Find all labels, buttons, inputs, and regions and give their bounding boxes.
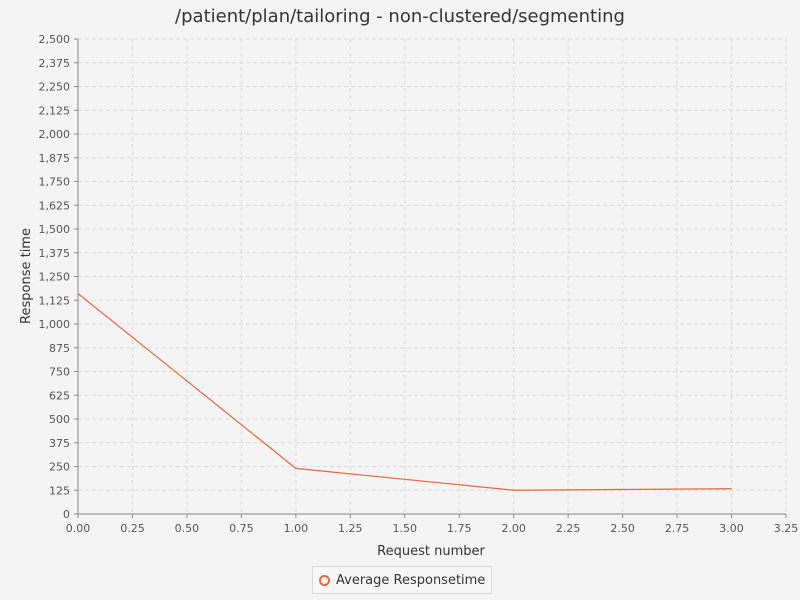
y-tick-label: 1,375 [39, 247, 71, 260]
x-tick-label: 2.50 [610, 522, 635, 535]
y-tick-label: 1,875 [39, 152, 71, 165]
x-tick-label: 3.00 [719, 522, 744, 535]
y-tick-label: 2,500 [39, 33, 71, 46]
y-tick-label: 750 [49, 366, 70, 379]
x-tick-label: 0.50 [175, 522, 200, 535]
y-tick-label: 125 [49, 484, 70, 497]
y-tick-label: 875 [49, 342, 70, 355]
y-tick-label: 0 [63, 508, 70, 521]
x-tick-label: 1.00 [284, 522, 309, 535]
legend-label: Average Responsetime [336, 572, 486, 588]
legend-marker-icon [319, 574, 330, 586]
x-tick-label: 1.25 [338, 522, 363, 535]
x-axis-title: Request number [377, 544, 485, 559]
y-tick-label: 2,375 [39, 57, 71, 70]
x-tick-label: 2.25 [556, 522, 581, 535]
y-tick-labels: 0 125 250 375 500 625 750 875 1,000 1,125 1,250 1,3… [39, 33, 71, 521]
y-axis-title: Response time [19, 228, 34, 324]
y-tick-label: 1,750 [39, 176, 71, 189]
axes [74, 38, 787, 518]
y-tick-label: 1,000 [39, 318, 71, 331]
y-tick-label: 1,625 [39, 199, 71, 212]
y-tick-label: 2,000 [39, 128, 71, 141]
series-lines [77, 293, 732, 491]
chart-title: /patient/plan/tailoring - non-clustered/… [175, 6, 625, 27]
y-tick-label: 375 [49, 437, 70, 450]
legend: Average Responsetime [312, 566, 493, 594]
x-tick-label: 1.50 [393, 522, 418, 535]
x-tick-label: 1.75 [447, 522, 472, 535]
x-tick-label: 0.25 [120, 522, 145, 535]
x-tick-label: 0.00 [66, 522, 91, 535]
y-tick-label: 1,125 [39, 294, 71, 307]
x-tick-labels: 0.00 0.25 0.50 0.75 1.00 1.25 1.50 1.75 2.00 2.25… [66, 522, 799, 535]
x-tick-label: 2.00 [501, 522, 526, 535]
y-tick-label: 625 [49, 389, 70, 402]
y-tick-label: 2,250 [39, 81, 71, 94]
y-tick-label: 2,125 [39, 104, 71, 117]
x-tick-label: 3.25 [774, 522, 799, 535]
y-tick-label: 500 [49, 413, 70, 426]
series-line [77, 293, 732, 491]
y-tick-label: 250 [49, 461, 70, 474]
x-tick-label: 0.75 [229, 522, 254, 535]
x-tick-label: 2.75 [665, 522, 690, 535]
y-tick-label: 1,250 [39, 271, 71, 284]
y-tick-label: 1,500 [39, 223, 71, 236]
